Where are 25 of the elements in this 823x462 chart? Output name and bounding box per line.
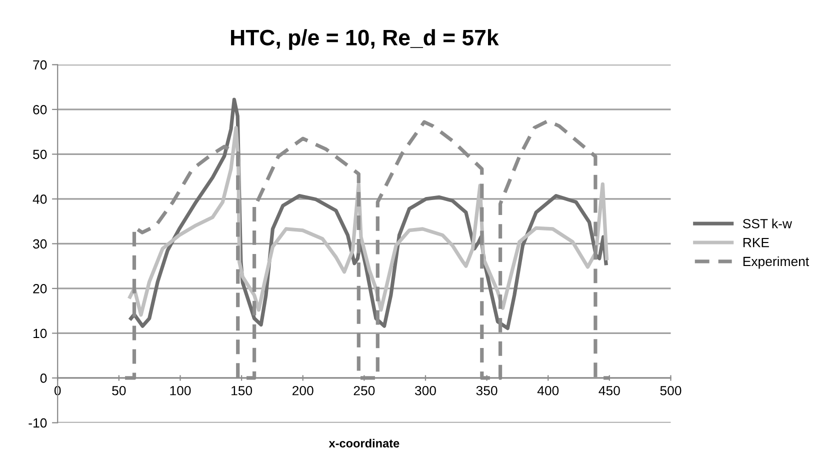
y-tick-label: 10 bbox=[34, 328, 47, 338]
x-tick-label: 100 bbox=[170, 386, 191, 396]
x-axis-title: x-coordinate bbox=[328, 438, 400, 448]
x-tick-label: 500 bbox=[660, 386, 682, 396]
x-tick-label: 450 bbox=[598, 386, 620, 396]
chart-title: HTC, p/e = 10, Re_d = 57k bbox=[231, 29, 499, 50]
x-tick-label: 150 bbox=[232, 386, 252, 396]
x-tick-label: 400 bbox=[537, 386, 559, 396]
x-tick-label: 300 bbox=[414, 386, 436, 396]
x-tick-label: 250 bbox=[354, 386, 375, 396]
legend-label: RKE bbox=[743, 238, 769, 248]
y-tick-label: 20 bbox=[33, 284, 47, 294]
x-tick-label: 0 bbox=[54, 386, 61, 396]
y-tick-label: 40 bbox=[32, 194, 47, 204]
y-tick-label: 30 bbox=[33, 239, 47, 249]
x-tick-label: 200 bbox=[292, 386, 314, 396]
legend-label: SST k-w bbox=[742, 218, 792, 228]
y-tick-label: 50 bbox=[33, 150, 47, 160]
y-tick-label: 60 bbox=[33, 105, 47, 114]
legend-label: Experiment bbox=[743, 256, 810, 269]
x-tick-label: 350 bbox=[476, 386, 498, 396]
y-tick-label: 0 bbox=[40, 374, 47, 383]
x-tick-label: 50 bbox=[112, 386, 126, 396]
y-tick-label: 70 bbox=[33, 60, 47, 70]
y-tick-label: -10 bbox=[28, 418, 47, 428]
